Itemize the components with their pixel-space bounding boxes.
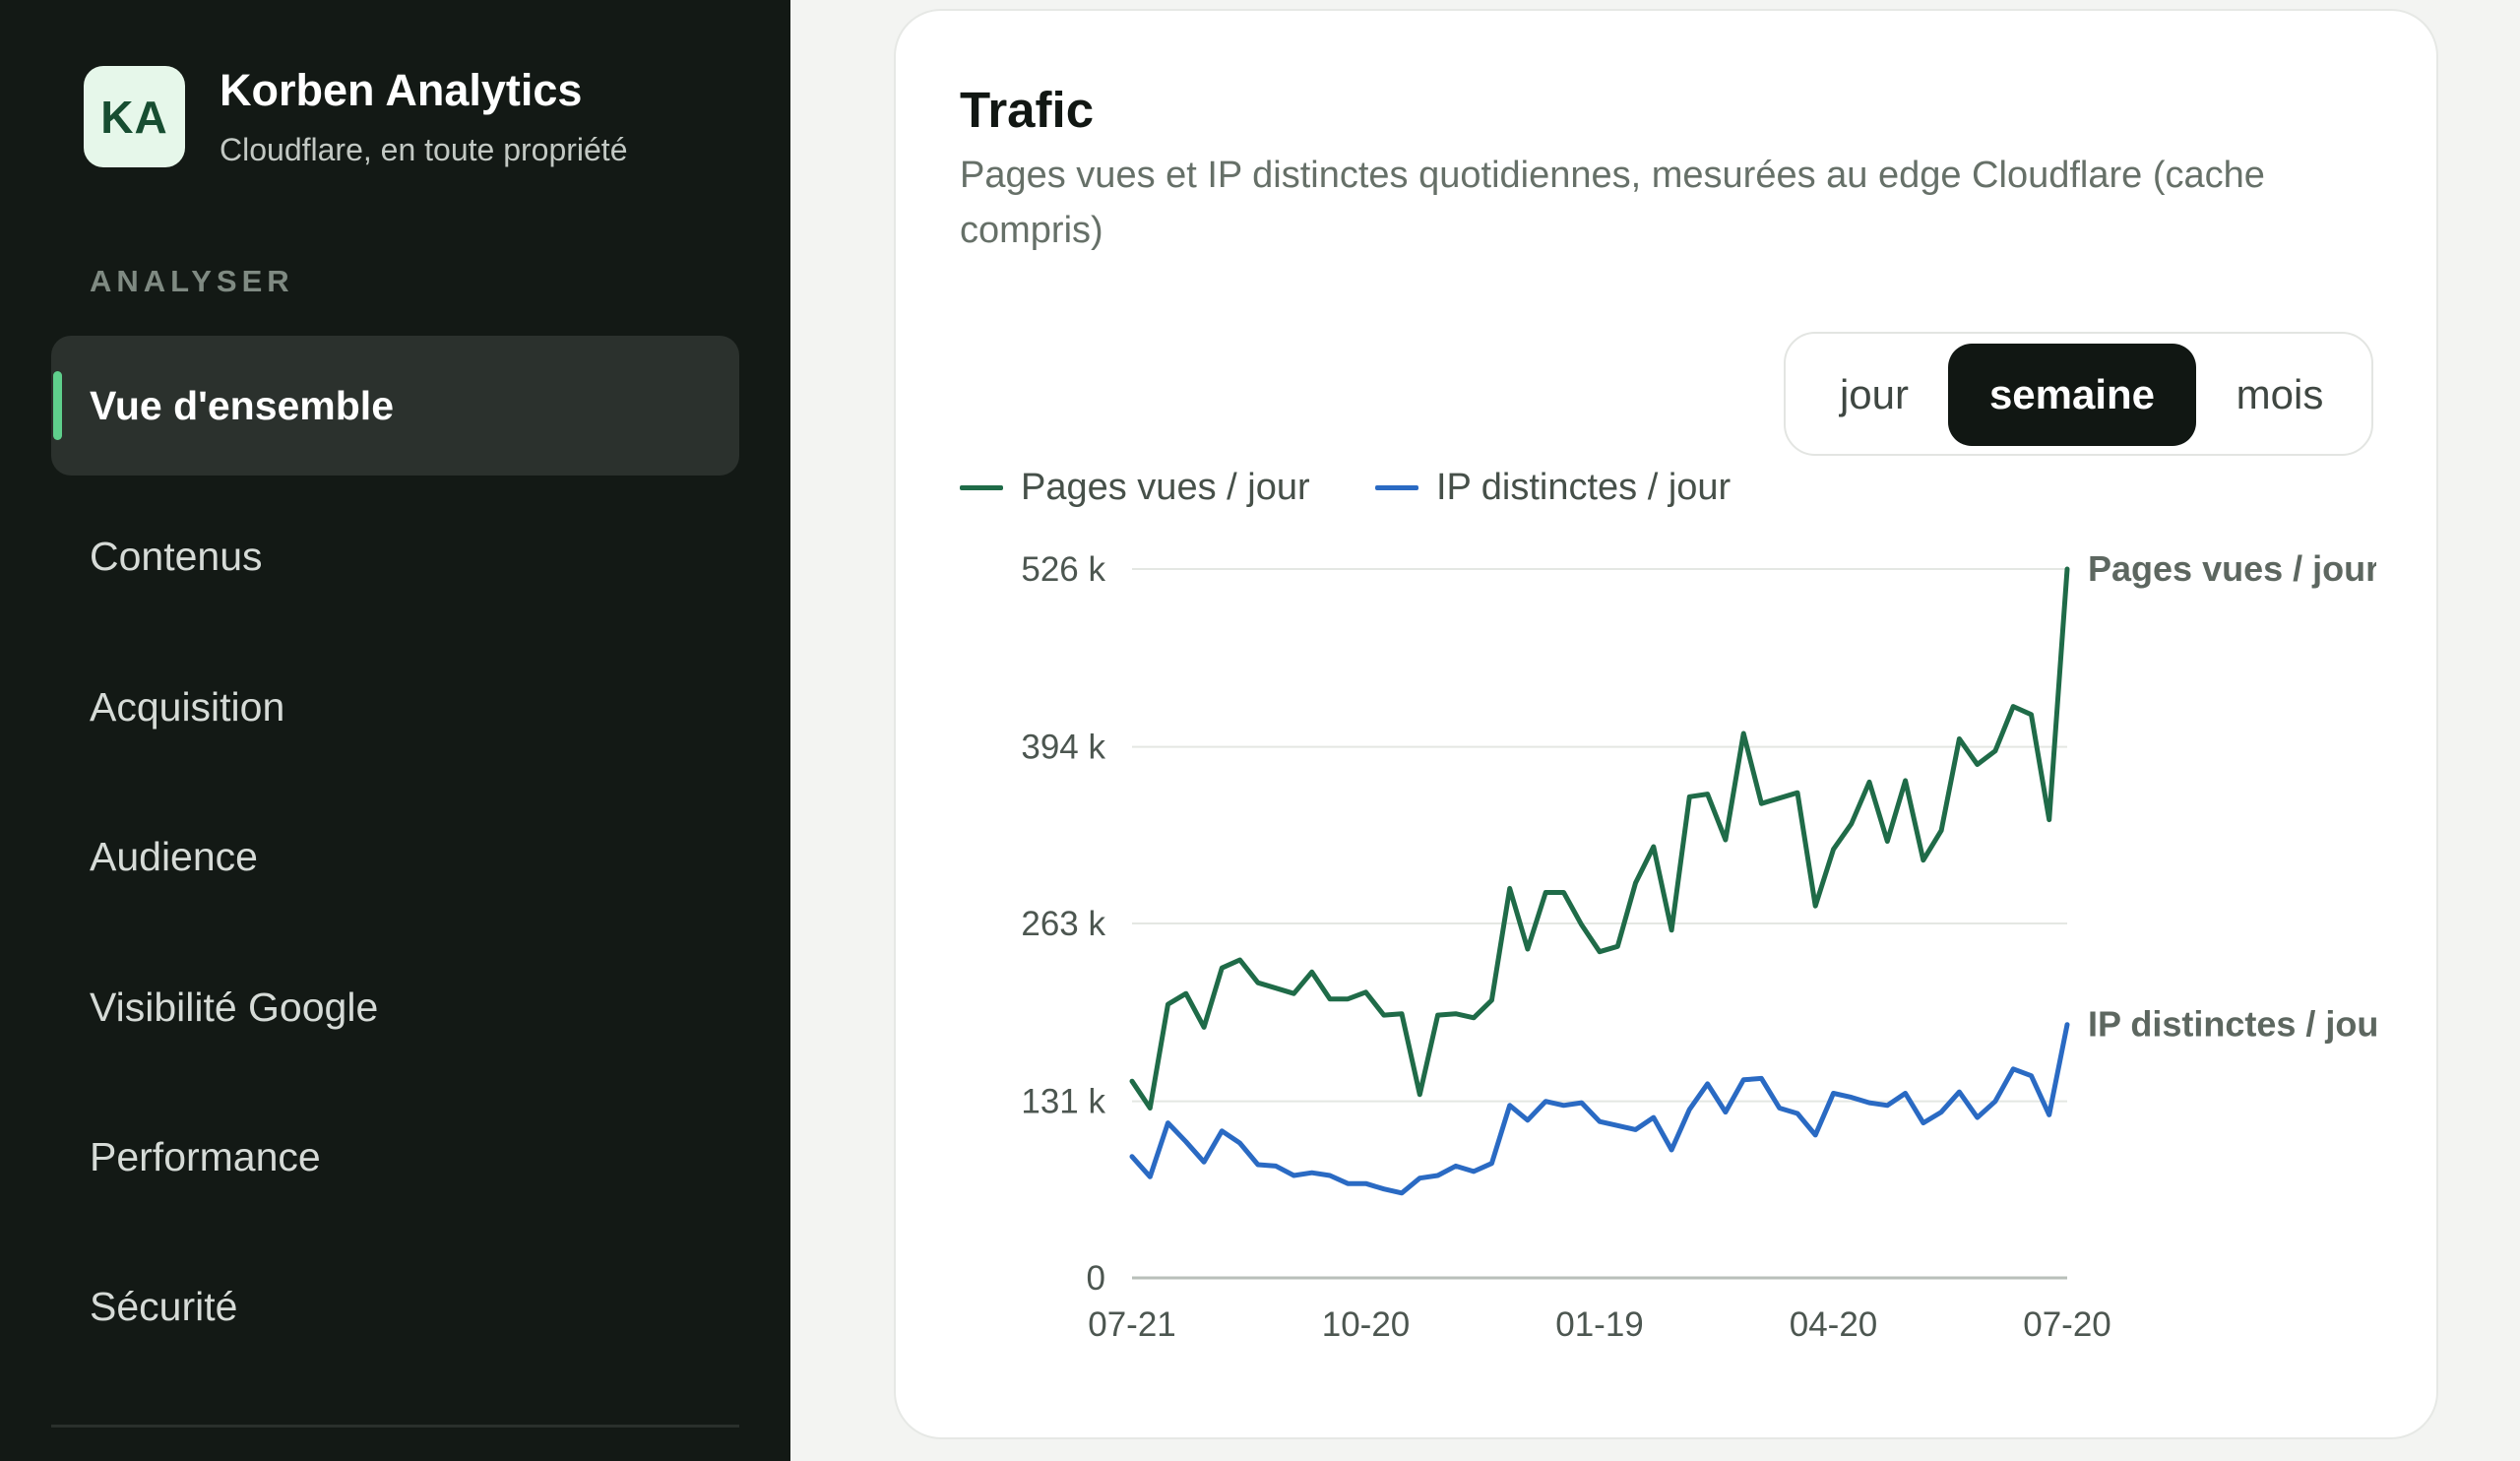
sidebar-item-label: Visibilité Google <box>90 984 379 1030</box>
sidebar-item-label: Sécurité <box>90 1283 238 1329</box>
legend-item-ip-distinctes: IP distinctes / jour <box>1375 463 1731 512</box>
period-toggle: jour semaine mois <box>1784 332 2373 456</box>
legend-item-pages-vues: Pages vues / jour <box>960 463 1310 512</box>
period-tab-mois[interactable]: mois <box>2236 371 2324 417</box>
x-tick-label: 07-20 <box>2023 1305 2111 1344</box>
sidebar-item-performance[interactable]: Performance <box>51 1087 739 1227</box>
x-tick-label: 07-21 <box>1088 1305 1176 1344</box>
y-tick-label: 263 k <box>1021 905 1105 943</box>
series-line-ip-distinctes <box>1129 1022 2070 1196</box>
x-tick-label: 10-20 <box>1322 1305 1411 1344</box>
legend-label: Pages vues / jour <box>1021 466 1310 508</box>
y-tick-label: 0 <box>1087 1259 1105 1298</box>
sidebar-item-vue-ensemble[interactable]: Vue d'ensemble <box>51 336 739 476</box>
y-tick-label: 131 k <box>1021 1083 1105 1121</box>
end-label-pages-vues: Pages vues / jour <box>2088 548 2379 589</box>
y-tick-label: 394 k <box>1021 729 1105 767</box>
sidebar-item-label: Contenus <box>90 533 263 579</box>
x-tick-label: 04-20 <box>1790 1305 1878 1344</box>
period-tab-semaine[interactable]: semaine <box>1948 344 2196 446</box>
card-subtitle: Pages vues et IP distinctes quotidiennes… <box>960 155 2265 251</box>
sidebar-divider <box>51 1425 739 1428</box>
legend-swatch-ip-distinctes <box>1375 484 1418 490</box>
sidebar-item-label: Audience <box>90 833 258 879</box>
x-tick-label: 01-19 <box>1555 1305 1644 1344</box>
brand-logo: KA <box>84 66 185 167</box>
sidebar-item-acquisition[interactable]: Acquisition <box>51 637 739 777</box>
legend-swatch-pages-vues <box>960 484 1003 490</box>
sidebar-item-contenus[interactable]: Contenus <box>51 486 739 626</box>
series-line-pages-vues <box>1129 566 2070 1111</box>
legend-label: IP distinctes / jour <box>1436 466 1732 508</box>
y-tick-label: 526 k <box>1021 550 1105 589</box>
sidebar-item-audience[interactable]: Audience <box>51 787 739 926</box>
brand-name: Korben Analytics <box>220 65 583 115</box>
nav-section-label: ANALYSER <box>90 264 294 298</box>
end-label-ip-distinctes: IP distinctes / jour <box>2088 1004 2392 1045</box>
card-title: Trafic <box>960 82 1095 138</box>
sidebar-item-securite[interactable]: Sécurité <box>51 1237 739 1376</box>
sidebar-item-visibilite-google[interactable]: Visibilité Google <box>51 937 739 1077</box>
period-tab-jour[interactable]: jour <box>1839 371 1910 417</box>
sidebar-item-label: Acquisition <box>90 683 285 730</box>
sidebar: KA Korben Analytics Cloudflare, en toute… <box>0 0 790 1461</box>
brand-subtitle: Cloudflare, en toute propriété <box>220 132 628 167</box>
sidebar-item-label: Performance <box>90 1133 321 1179</box>
traffic-card <box>894 9 2438 1439</box>
sidebar-item-label: Vue d'ensemble <box>90 382 395 428</box>
